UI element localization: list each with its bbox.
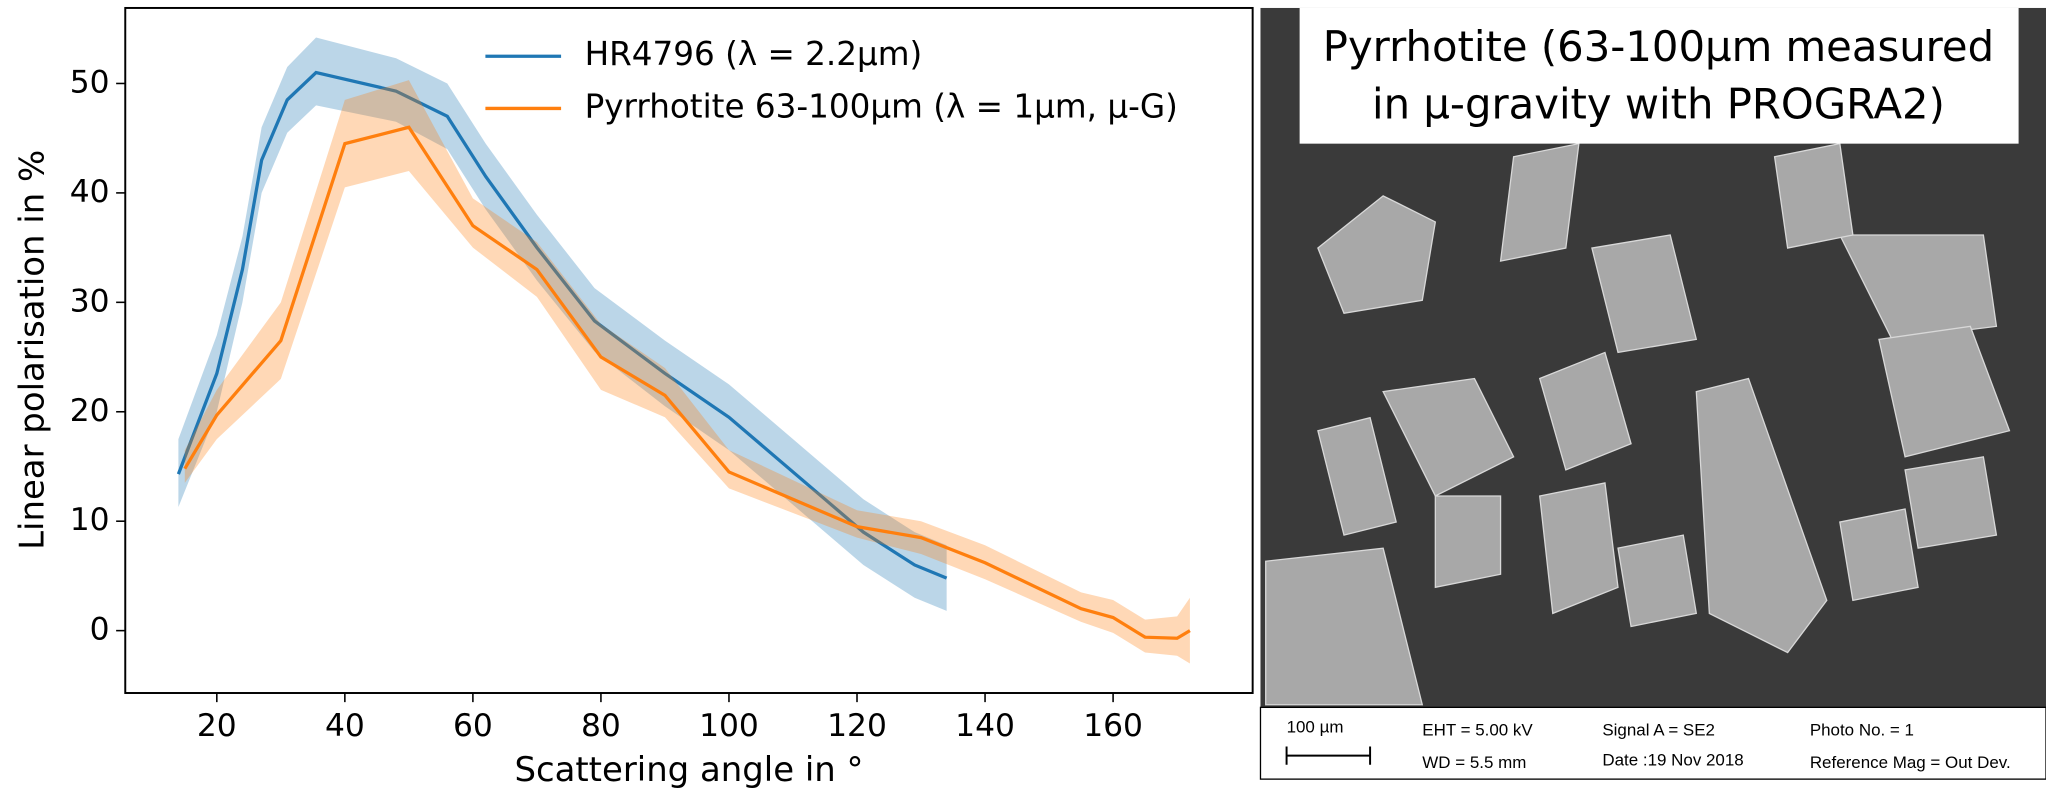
plot: 20 40 60 80 100 120 140 160 0 10 20 30 40 50 HR4796 (λ… (70, 35, 1190, 744)
y-tick-label: 10 (70, 502, 110, 538)
x-tick-label: 100 (699, 708, 759, 744)
panel-title: Pyrrhotite (63-100µm measured (1323, 22, 1994, 71)
y-axis-label: Linear polarisation in % (12, 150, 51, 550)
panel-title: in µ-gravity with PROGRA2) (1372, 80, 1945, 129)
scale-label: 100 µm (1287, 718, 1344, 737)
info-text: EHT = 5.00 kV (1422, 720, 1533, 739)
page: 20 40 60 80 100 120 140 160 0 10 20 30 40 50 HR4796 (λ… (0, 0, 2046, 791)
x-tick-label: 140 (955, 708, 1015, 744)
x-tick-label: 80 (581, 708, 621, 744)
x-tick-label: 160 (1083, 708, 1143, 744)
y-tick-label: 30 (70, 283, 110, 319)
legend-label: HR4796 (λ = 2.2μm) (585, 35, 923, 73)
info-text: Photo No. = 1 (1810, 720, 1914, 739)
info-text: WD = 5.5 mm (1422, 753, 1526, 772)
y-tick-label: 50 (70, 64, 110, 100)
x-axis-label: Scattering angle in ° (514, 750, 863, 789)
info-text: Reference Mag = Out Dev. (1810, 753, 2011, 772)
info-text: Date :19 Nov 2018 (1602, 750, 1743, 769)
x-tick-label: 20 (197, 708, 237, 744)
x-tick-label: 60 (453, 708, 493, 744)
x-tick-label: 120 (827, 708, 887, 744)
y-tick-label: 20 (70, 393, 110, 429)
sem-panel: Pyrrhotite (63-100µm measured in µ-gravi… (1260, 8, 2046, 779)
info-text: Signal A = SE2 (1602, 720, 1715, 739)
y-tick-label: 0 (90, 612, 110, 648)
x-tick-label: 40 (325, 708, 365, 744)
y-tick-label: 40 (70, 174, 110, 210)
legend-label: Pyrrhotite 63-100μm (λ = 1μm, μ-G) (585, 87, 1178, 125)
